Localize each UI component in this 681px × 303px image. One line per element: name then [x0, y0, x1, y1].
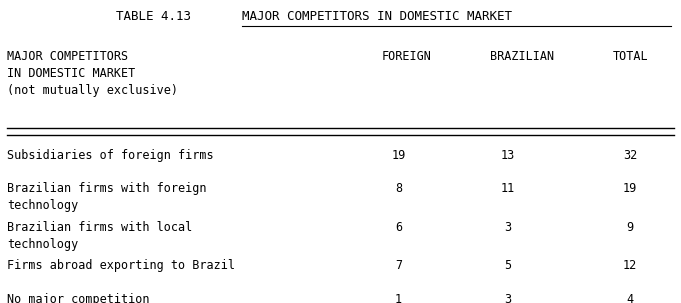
Text: 3: 3	[504, 221, 511, 234]
Text: Firms abroad exporting to Brazil: Firms abroad exporting to Brazil	[7, 259, 235, 272]
Text: MAJOR COMPETITORS
IN DOMESTIC MARKET
(not mutually exclusive): MAJOR COMPETITORS IN DOMESTIC MARKET (no…	[7, 50, 178, 97]
Text: 9: 9	[627, 221, 633, 234]
Text: 6: 6	[395, 221, 402, 234]
Text: Brazilian firms with foreign
technology: Brazilian firms with foreign technology	[7, 182, 206, 212]
Text: No major competition: No major competition	[7, 293, 149, 303]
Text: BRAZILIAN: BRAZILIAN	[490, 50, 554, 63]
Text: 7: 7	[395, 259, 402, 272]
Text: 1: 1	[395, 293, 402, 303]
Text: 32: 32	[623, 149, 637, 162]
Text: Brazilian firms with local
technology: Brazilian firms with local technology	[7, 221, 192, 251]
Text: MAJOR COMPETITORS IN DOMESTIC MARKET: MAJOR COMPETITORS IN DOMESTIC MARKET	[242, 10, 511, 23]
Text: 4: 4	[627, 293, 633, 303]
Text: 8: 8	[395, 182, 402, 195]
Text: TABLE 4.13: TABLE 4.13	[116, 10, 191, 23]
Text: 12: 12	[623, 259, 637, 272]
Text: 19: 19	[623, 182, 637, 195]
Text: 19: 19	[392, 149, 405, 162]
Text: TOTAL: TOTAL	[613, 50, 648, 63]
Text: 13: 13	[501, 149, 514, 162]
Text: 11: 11	[501, 182, 514, 195]
Text: 3: 3	[504, 293, 511, 303]
Text: 5: 5	[504, 259, 511, 272]
Text: FOREIGN: FOREIGN	[381, 50, 431, 63]
Text: Subsidiaries of foreign firms: Subsidiaries of foreign firms	[7, 149, 213, 162]
